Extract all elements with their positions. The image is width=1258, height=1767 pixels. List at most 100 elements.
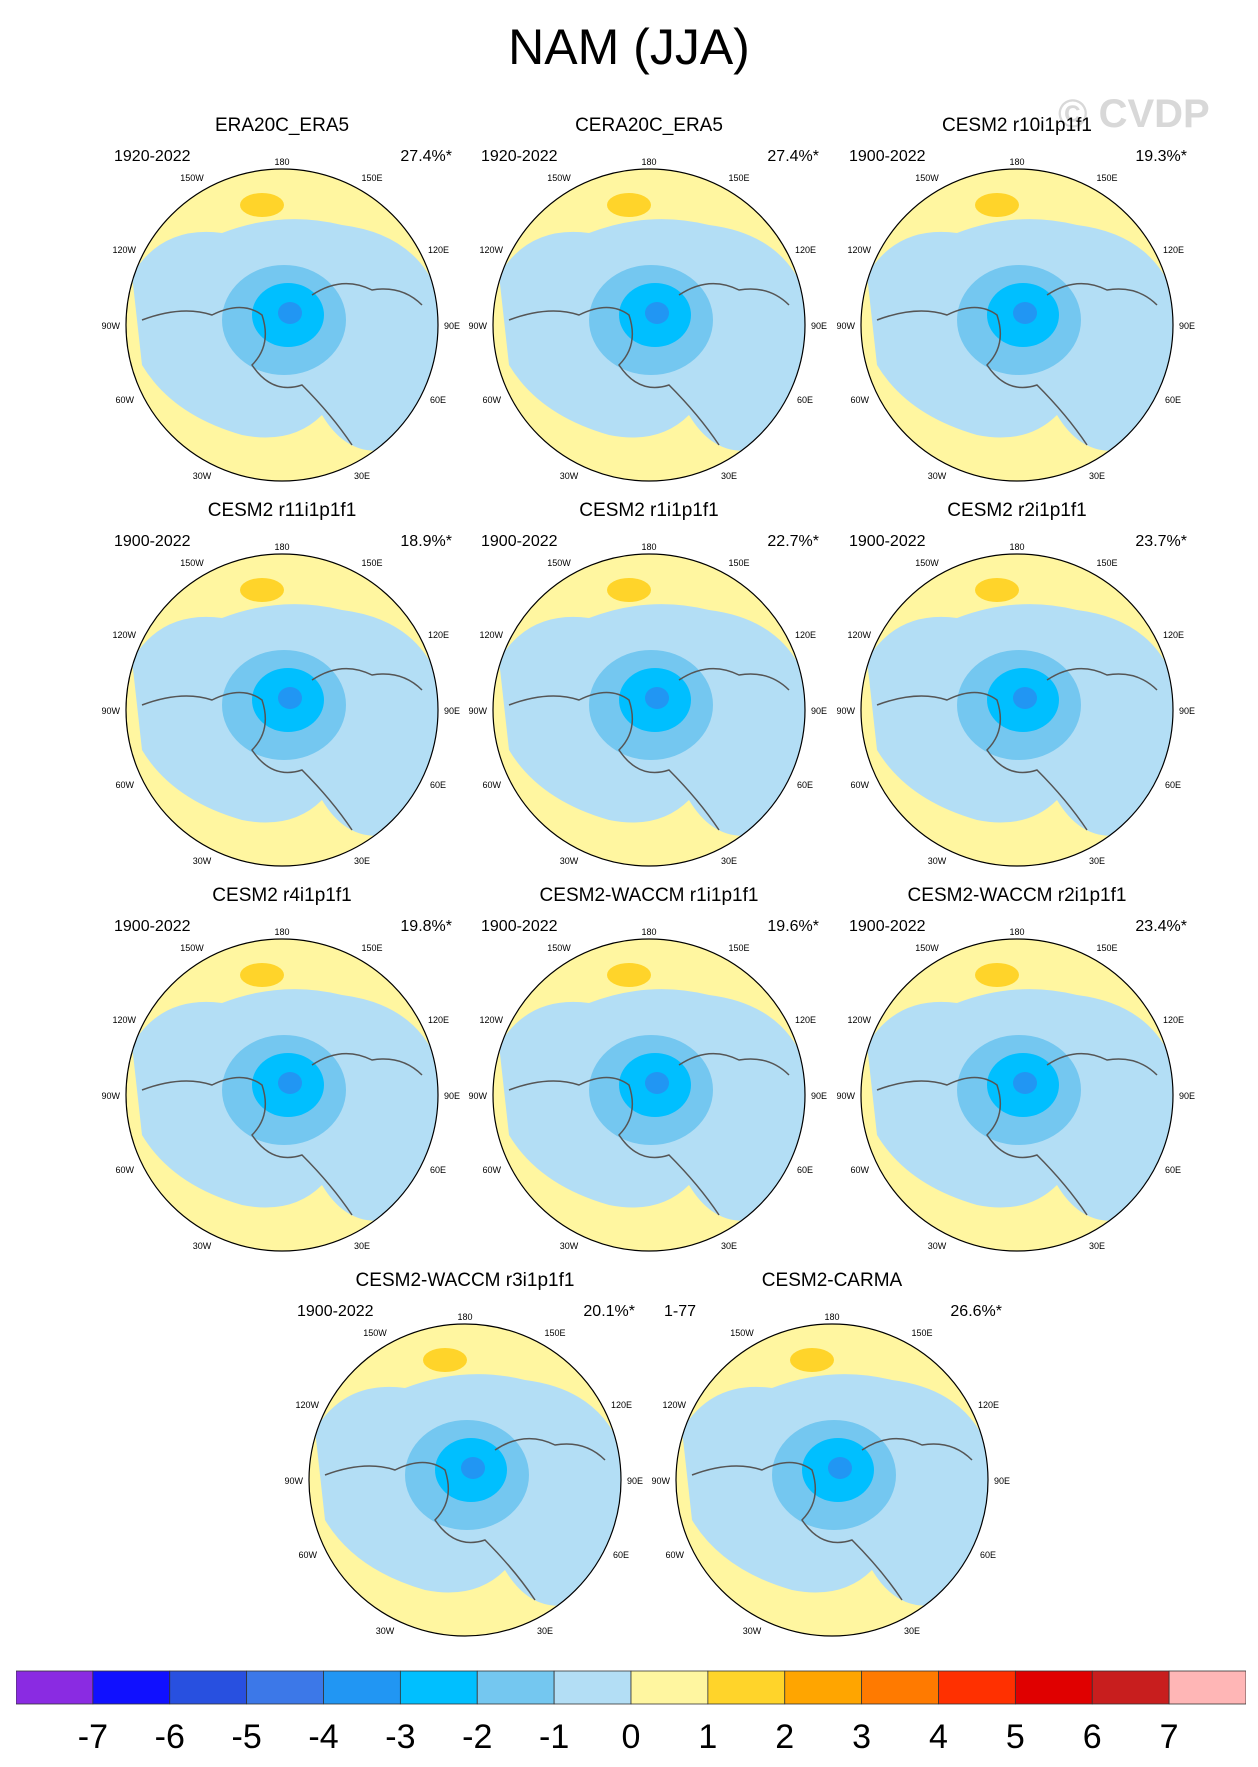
colorbar-box xyxy=(323,1670,401,1705)
longitude-label: 30E xyxy=(1089,471,1105,481)
contour-plus1 xyxy=(607,963,651,987)
longitude-label: 60W xyxy=(482,395,501,405)
contour-plus1 xyxy=(975,963,1019,987)
colorbar-tick: 4 xyxy=(929,1718,948,1755)
longitude-label: 60W xyxy=(850,1165,869,1175)
colorbar-box xyxy=(938,1670,1016,1705)
colorbar-box xyxy=(1091,1670,1170,1705)
map-border xyxy=(675,1323,989,1637)
page-title: NAM (JJA) xyxy=(508,19,750,75)
longitude-label: 150W xyxy=(915,943,939,953)
longitude-label: 90E xyxy=(811,1091,827,1101)
longitude-label: 30W xyxy=(193,471,212,481)
longitude-label: 150W xyxy=(915,173,939,183)
colorbar-box xyxy=(707,1670,786,1705)
longitude-label: 120E xyxy=(1163,630,1184,640)
watermark: © CVDP xyxy=(1058,92,1210,136)
longitude-label: 150E xyxy=(728,173,749,183)
longitude-label: 60E xyxy=(797,395,813,405)
longitude-label: 90W xyxy=(469,321,487,331)
map-panel: CESM2 r2i1p1f11900-202223.7%*180090W90E1… xyxy=(837,500,1197,870)
contour-plus1 xyxy=(975,578,1019,602)
colorbar-tick: -6 xyxy=(155,1718,185,1755)
longitude-label: 120E xyxy=(795,630,816,640)
longitude-label: 30W xyxy=(560,856,579,866)
panel-title: CESM2 r1i1p1f1 xyxy=(579,500,719,521)
longitude-label: 150E xyxy=(361,558,382,568)
map-panel: CESM2-WACCM r3i1p1f11900-202220.1%*18009… xyxy=(285,1270,645,1640)
polar-map: 180090W90E150W150E120W120E60W60E30W30E xyxy=(285,1312,643,1637)
colorbar-tick: 7 xyxy=(1160,1718,1179,1755)
longitude-label: 90W xyxy=(469,706,487,716)
colorbar-box xyxy=(553,1670,632,1705)
longitude-label: 180 xyxy=(1009,157,1024,167)
longitude-label: 120E xyxy=(795,245,816,255)
contour-minus4 xyxy=(645,302,669,324)
longitude-label: 150E xyxy=(728,943,749,953)
coastline xyxy=(141,1052,423,1216)
longitude-label: 120W xyxy=(112,1015,136,1025)
longitude-label: 150E xyxy=(911,1328,932,1338)
polar-map: 180090W90E150W150E120W120E60W60E30W30E xyxy=(469,927,827,1252)
coastline xyxy=(508,667,790,831)
polar-map: 180090W90E150W150E120W120E60W60E30W30E xyxy=(469,157,827,482)
colorbar-tick: -1 xyxy=(539,1718,569,1755)
longitude-label: 30W xyxy=(743,1626,762,1636)
contour-plus1 xyxy=(240,963,284,987)
longitude-label: 90E xyxy=(444,321,460,331)
longitude-label: 180 xyxy=(274,157,289,167)
longitude-label: 60W xyxy=(115,780,134,790)
contour-minus4 xyxy=(1013,1072,1037,1094)
longitude-label: 120W xyxy=(847,245,871,255)
coastline xyxy=(508,282,790,446)
coastline xyxy=(876,667,1158,831)
longitude-label: 120W xyxy=(479,245,503,255)
longitude-label: 120E xyxy=(428,1015,449,1025)
contour-plus1 xyxy=(423,1348,467,1372)
polar-map: 180090W90E150W150E120W120E60W60E30W30E xyxy=(102,157,460,482)
longitude-label: 150E xyxy=(361,943,382,953)
longitude-label: 90E xyxy=(444,706,460,716)
coastline xyxy=(691,1437,973,1601)
panel-title: CESM2 r10i1p1f1 xyxy=(942,115,1092,136)
longitude-label: 60E xyxy=(430,395,446,405)
longitude-label: 120E xyxy=(428,245,449,255)
panel-period: 1920-2022 xyxy=(114,148,191,165)
longitude-label: 30E xyxy=(721,471,737,481)
longitude-label: 180 xyxy=(1009,542,1024,552)
longitude-label: 120W xyxy=(847,630,871,640)
panel-title: CESM2-CARMA xyxy=(761,1270,903,1291)
longitude-label: 30E xyxy=(1089,1241,1105,1251)
longitude-label: 180 xyxy=(274,542,289,552)
colorbar-box xyxy=(399,1670,478,1705)
longitude-label: 120W xyxy=(112,630,136,640)
longitude-label: 60W xyxy=(482,780,501,790)
longitude-label: 180 xyxy=(457,1312,472,1322)
longitude-label: 30W xyxy=(560,1241,579,1251)
panel-percent: 20.1%* xyxy=(583,1303,635,1320)
panel-percent: 23.7%* xyxy=(1135,533,1187,550)
panel-title: CESM2-WACCM r1i1p1f1 xyxy=(539,885,759,906)
colorbar-box xyxy=(630,1670,709,1705)
longitude-label: 60W xyxy=(115,395,134,405)
panel-percent: 27.4%* xyxy=(767,148,819,165)
longitude-label: 30W xyxy=(193,1241,212,1251)
longitude-label: 150E xyxy=(544,1328,565,1338)
longitude-label: 90E xyxy=(811,706,827,716)
longitude-label: 30W xyxy=(560,471,579,481)
longitude-label: 120W xyxy=(479,630,503,640)
longitude-label: 60W xyxy=(665,1550,684,1560)
panel-period: 1920-2022 xyxy=(481,148,558,165)
map-border xyxy=(860,938,1174,1252)
longitude-label: 120E xyxy=(428,630,449,640)
panel-percent: 18.9%* xyxy=(400,533,452,550)
colorbar-box xyxy=(1168,1670,1246,1705)
panel-percent: 22.7%* xyxy=(767,533,819,550)
colorbar-tick: -3 xyxy=(385,1718,415,1755)
longitude-label: 150W xyxy=(363,1328,387,1338)
panel-percent: 27.4%* xyxy=(400,148,452,165)
map-border xyxy=(308,1323,622,1637)
longitude-label: 120W xyxy=(112,245,136,255)
panel-period: 1900-2022 xyxy=(849,148,926,165)
longitude-label: 90W xyxy=(285,1476,303,1486)
